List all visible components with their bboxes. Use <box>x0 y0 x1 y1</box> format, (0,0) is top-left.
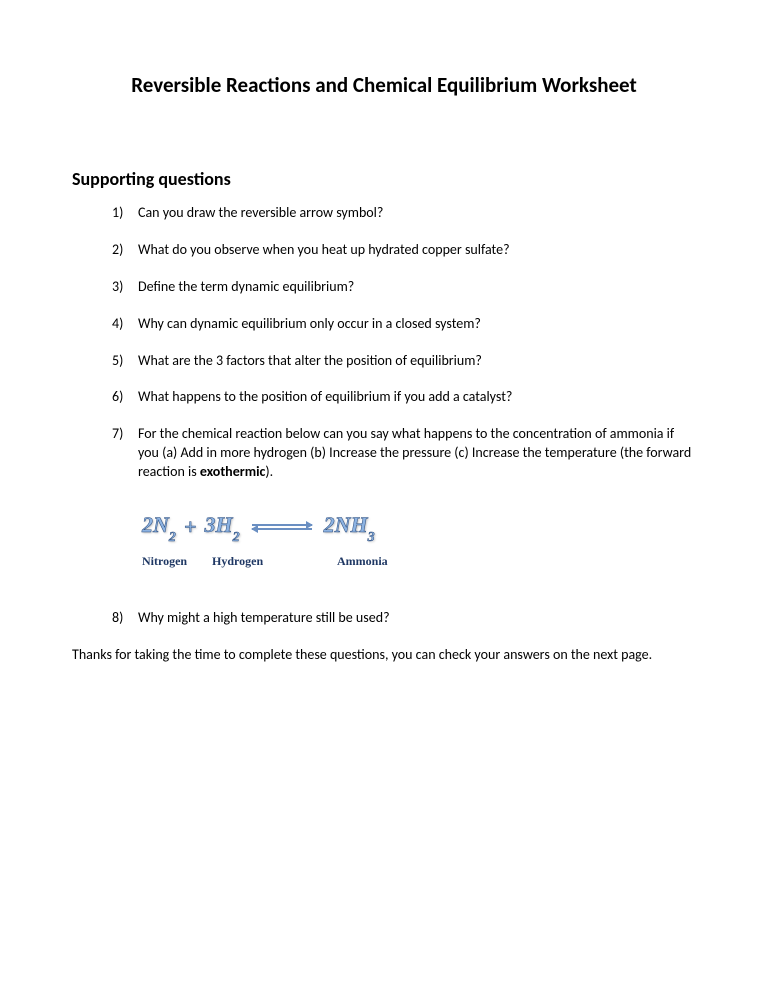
chemical-equation: 2N2 + 3H2 2NH3 Nitrogen Hydrogen Ammonia <box>142 512 696 569</box>
question-item: 2) What do you observe when you heat up … <box>112 241 696 260</box>
question-number: 2) <box>112 241 132 260</box>
label-hydrogen: Hydrogen <box>212 554 337 569</box>
equation-labels: Nitrogen Hydrogen Ammonia <box>142 554 696 569</box>
question-text: Why might a high temperature still be us… <box>138 609 696 628</box>
footer-text: Thanks for taking the time to complete t… <box>72 646 696 665</box>
question-number: 5) <box>112 352 132 371</box>
equation-formula: 2N2 + 3H2 2NH3 <box>142 512 696 542</box>
worksheet-page: Reversible Reactions and Chemical Equili… <box>0 0 768 665</box>
q7-bold: exothermic <box>200 463 266 480</box>
question-text: Define the term dynamic equilibrium? <box>138 278 696 297</box>
question-item: 4) Why can dynamic equilibrium only occu… <box>112 315 696 334</box>
question-item: 3) Define the term dynamic equilibrium? <box>112 278 696 297</box>
question-number: 7) <box>112 425 132 482</box>
question-item: 5) What are the 3 factors that alter the… <box>112 352 696 371</box>
question-text: What happens to the position of equilibr… <box>138 388 696 407</box>
question-number: 8) <box>112 609 132 628</box>
question-text: What are the 3 factors that alter the po… <box>138 352 696 371</box>
question-number: 3) <box>112 278 132 297</box>
question-item: 7) For the chemical reaction below can y… <box>112 425 696 482</box>
question-item: 8) Why might a high temperature still be… <box>112 609 696 628</box>
page-title: Reversible Reactions and Chemical Equili… <box>72 72 696 98</box>
plus-sign: + <box>184 514 197 540</box>
question-text: What do you observe when you heat up hyd… <box>138 241 696 260</box>
question-item: 1) Can you draw the reversible arrow sym… <box>112 204 696 223</box>
question-item: 6) What happens to the position of equil… <box>112 388 696 407</box>
section-heading: Supporting questions <box>72 168 696 190</box>
question-text: Why can dynamic equilibrium only occur i… <box>138 315 696 334</box>
question-text: Can you draw the reversible arrow symbol… <box>138 204 696 223</box>
question-number: 1) <box>112 204 132 223</box>
product-ammonia: 2NH3 <box>324 512 375 542</box>
reactant-hydrogen: 3H2 <box>204 512 239 542</box>
reversible-arrow-icon <box>252 524 312 530</box>
question-number: 4) <box>112 315 132 334</box>
reactant-nitrogen: 2N2 <box>142 512 176 542</box>
question-text: For the chemical reaction below can you … <box>138 425 696 482</box>
label-ammonia: Ammonia <box>337 554 388 569</box>
question-list: 1) Can you draw the reversible arrow sym… <box>72 204 696 628</box>
question-number: 6) <box>112 388 132 407</box>
q7-after: ). <box>265 463 273 480</box>
label-nitrogen: Nitrogen <box>142 554 212 569</box>
